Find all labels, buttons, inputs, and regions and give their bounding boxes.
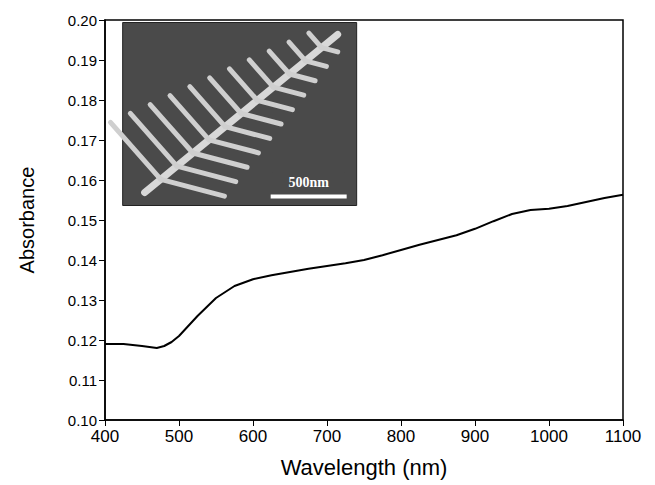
svg-text:0.15: 0.15	[68, 212, 97, 229]
svg-text:0.19: 0.19	[68, 52, 97, 69]
svg-text:0.10: 0.10	[68, 412, 97, 429]
svg-text:0.11: 0.11	[69, 372, 97, 389]
svg-text:500nm: 500nm	[288, 175, 329, 190]
svg-text:900: 900	[461, 427, 489, 446]
svg-text:0.12: 0.12	[68, 332, 97, 349]
svg-text:600: 600	[239, 427, 267, 446]
svg-text:0.20: 0.20	[68, 12, 97, 29]
svg-text:1000: 1000	[530, 427, 568, 446]
svg-text:0.14: 0.14	[68, 252, 97, 269]
svg-text:700: 700	[313, 427, 341, 446]
svg-text:400: 400	[91, 427, 119, 446]
svg-text:1100: 1100	[605, 427, 642, 446]
svg-text:Absorbance: Absorbance	[16, 167, 38, 274]
svg-text:0.16: 0.16	[68, 172, 97, 189]
svg-text:800: 800	[387, 427, 415, 446]
svg-text:500: 500	[165, 427, 193, 446]
svg-text:Wavelength (nm): Wavelength (nm)	[281, 455, 448, 480]
svg-text:0.18: 0.18	[68, 92, 97, 109]
svg-text:0.17: 0.17	[68, 132, 97, 149]
svg-text:0.13: 0.13	[68, 292, 97, 309]
